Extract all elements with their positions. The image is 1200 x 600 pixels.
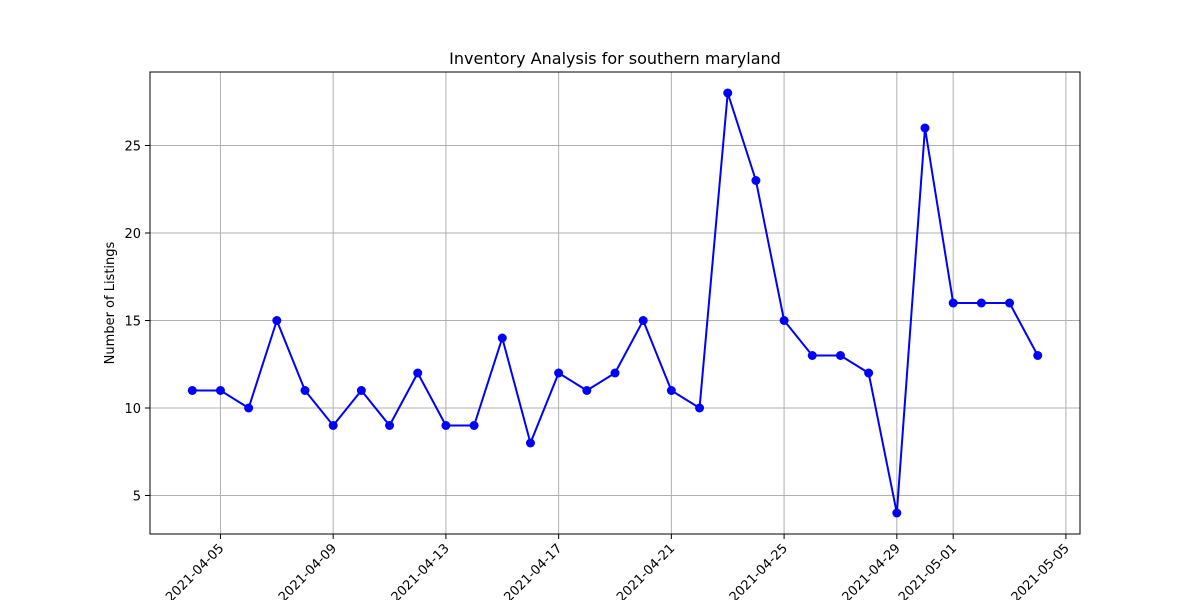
series-line xyxy=(192,92,1039,514)
x-tick-label: 2021-04-09 xyxy=(276,541,340,600)
data-point xyxy=(554,368,564,378)
data-point xyxy=(920,123,930,133)
data-point xyxy=(1033,351,1043,360)
data-point xyxy=(441,421,451,430)
y-tick-label: 20 xyxy=(124,227,141,242)
data-point xyxy=(976,298,986,308)
grid xyxy=(150,72,1080,534)
data-point xyxy=(723,88,733,98)
x-tick-label: 2021-05-01 xyxy=(896,541,960,600)
ticks: 2021-04-05 2021-04-09 2021-04-13 2021-04-17… xyxy=(124,140,1072,600)
x-tick-label: 2021-04-25 xyxy=(727,541,791,600)
x-tick-label: 2021-04-21 xyxy=(614,541,678,600)
chart-title: Inventory Analysis for southern maryland xyxy=(449,49,781,68)
data-point xyxy=(187,386,197,395)
data-point xyxy=(779,316,789,325)
x-tick-label: 2021-04-13 xyxy=(389,541,453,600)
data-point xyxy=(807,351,817,360)
plot-frame xyxy=(149,71,1081,535)
data-point xyxy=(1005,298,1015,308)
data-point xyxy=(695,403,705,413)
data-point xyxy=(525,438,535,448)
y-tick-label: 10 xyxy=(124,402,141,417)
y-axis-label: Number of Listings xyxy=(103,241,118,364)
data-point xyxy=(751,176,761,185)
data-point xyxy=(864,368,874,378)
y-tick-label: 15 xyxy=(124,315,141,330)
data-point xyxy=(582,386,592,395)
data-point xyxy=(610,368,620,378)
data-point xyxy=(948,298,958,308)
data-point xyxy=(356,386,366,395)
data-point xyxy=(385,421,395,430)
x-tick-label: 2021-05-05 xyxy=(1009,541,1073,600)
data-point xyxy=(413,368,423,378)
series-layer xyxy=(187,88,1043,518)
data-point xyxy=(892,508,902,518)
data-point xyxy=(215,386,225,395)
data-point xyxy=(328,421,338,430)
x-tick-label: 2021-04-17 xyxy=(501,541,565,600)
data-point xyxy=(300,386,310,395)
data-point xyxy=(835,351,845,360)
y-tick-label: 25 xyxy=(124,140,141,155)
data-point xyxy=(244,403,254,413)
data-point xyxy=(272,316,282,325)
data-point xyxy=(469,421,479,430)
y-tick-label: 5 xyxy=(133,490,141,505)
x-tick-label: 2021-04-05 xyxy=(163,541,227,600)
x-tick-label: 2021-04-29 xyxy=(840,541,904,600)
data-point xyxy=(638,316,648,325)
data-point xyxy=(666,386,676,395)
data-point xyxy=(497,333,507,343)
